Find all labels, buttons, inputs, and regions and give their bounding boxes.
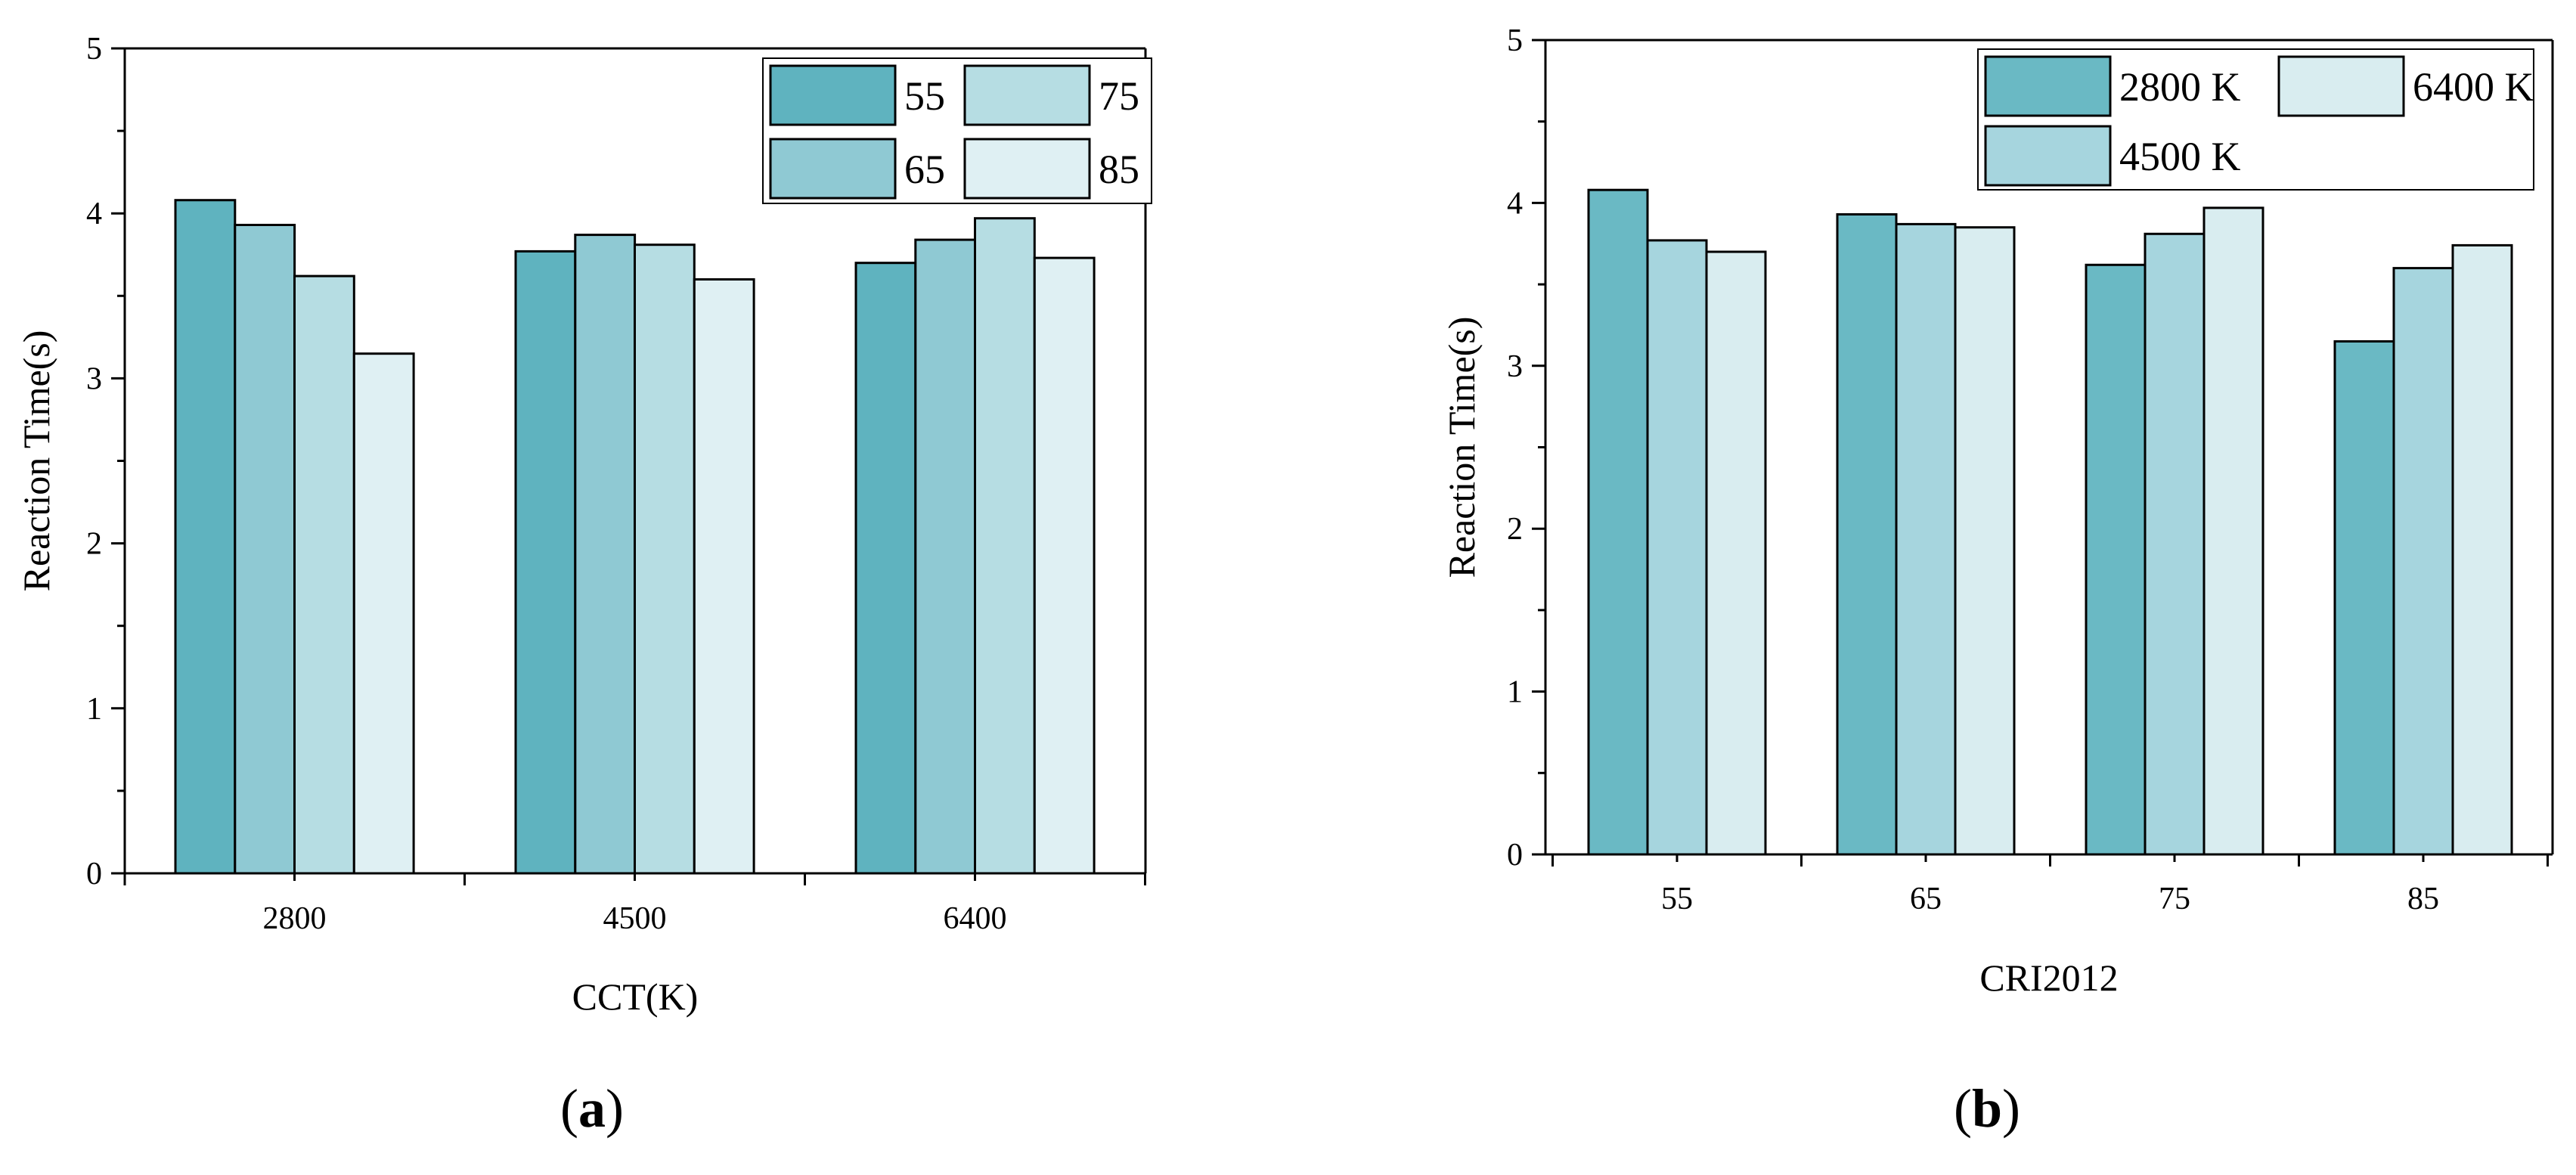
x-tick-label: 6400 [944, 901, 1007, 936]
legend-swatch [963, 138, 1091, 200]
legend-swatch [2277, 55, 2405, 117]
bar [1705, 250, 1767, 856]
legend: 2800 K 4500 K 6400 K [1977, 48, 2534, 191]
x-tick-label: 2800 [263, 901, 327, 936]
bar [234, 224, 296, 875]
x-tick-label: 75 [2159, 882, 2190, 916]
bar [293, 274, 355, 875]
bar [352, 352, 415, 875]
y-tick-label: 3 [86, 361, 102, 396]
bar [1587, 188, 1649, 856]
legend-swatch [769, 64, 897, 126]
bar [693, 278, 755, 875]
legend-swatch [769, 138, 897, 200]
x-axis-title: CCT(K) [572, 975, 699, 1018]
bar [174, 199, 237, 875]
bar [2085, 263, 2147, 856]
legend-swatch [1984, 125, 2112, 187]
panel-a-caption: (a) [560, 1078, 624, 1139]
y-tick-label: 0 [1507, 838, 1523, 873]
legend-swatch [963, 64, 1091, 126]
legend-label: 65 [904, 147, 945, 192]
x-tick-label: 65 [1910, 882, 1942, 916]
bar [1836, 213, 1898, 856]
legend-label: 4500 K [2119, 134, 2241, 179]
bar [2202, 206, 2264, 856]
bar [2333, 340, 2395, 856]
bar [2451, 243, 2513, 856]
panel-b-caption: (b) [1954, 1078, 2020, 1139]
legend-swatch [1984, 55, 2112, 117]
x-tick-label: 55 [1661, 882, 1693, 916]
x-axis-title: CRI2012 [1979, 956, 2118, 999]
bar [1033, 256, 1096, 875]
legend-label: 75 [1099, 73, 1139, 119]
x-tick-label: 85 [2407, 882, 2439, 916]
legend-label: 6400 K [2413, 64, 2534, 110]
bar [634, 243, 696, 875]
y-tick-label: 1 [1507, 675, 1523, 710]
panel-a-chart: 0 1 2 3 4 5 2800 4500 6400 CCT(K) Reaction Time(s)… [15, 32, 1152, 1018]
bar [854, 262, 917, 875]
legend-label: 55 [904, 73, 945, 119]
bar [2392, 267, 2454, 856]
y-axis-title: Reaction Time(s) [15, 330, 57, 592]
y-tick-label: 3 [1507, 349, 1523, 384]
legend: 55 65 75 85 [762, 57, 1152, 204]
bar [2144, 232, 2206, 856]
y-tick-label: 5 [86, 32, 102, 67]
bar [514, 250, 577, 875]
bar [1646, 239, 1708, 856]
x-tick-label: 4500 [603, 901, 667, 936]
legend-label: 2800 K [2119, 64, 2241, 110]
y-tick-label: 4 [86, 197, 102, 231]
y-tick-label: 4 [1507, 186, 1523, 221]
y-tick-label: 0 [86, 857, 102, 891]
y-axis-title: Reaction Time(s) [1440, 317, 1483, 578]
y-tick-label: 1 [86, 692, 102, 727]
y-tick-label: 2 [1507, 512, 1523, 547]
y-tick-label: 2 [86, 527, 102, 562]
bar [914, 238, 977, 875]
bar [574, 234, 637, 875]
bar [974, 217, 1036, 875]
bar [1954, 226, 2016, 856]
legend-label: 85 [1099, 147, 1139, 192]
y-tick-label: 5 [1507, 23, 1523, 58]
bar [1895, 222, 1957, 856]
